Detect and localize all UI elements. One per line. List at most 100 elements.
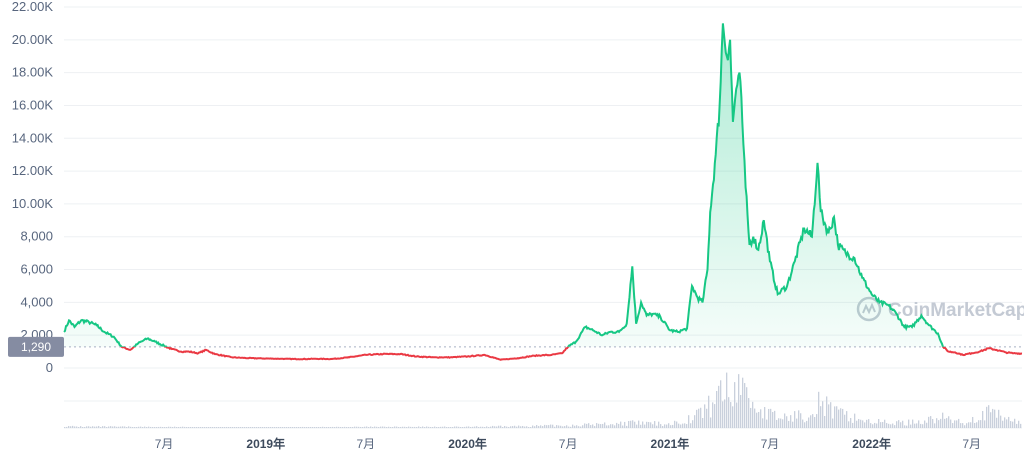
volume-bar xyxy=(308,427,310,428)
watermark-text: CoinMarketCap xyxy=(888,300,1024,321)
volume-bar xyxy=(374,426,376,428)
volume-bar xyxy=(346,427,348,428)
volume-bar xyxy=(808,417,810,428)
volume-bar xyxy=(522,425,524,428)
volume-bar xyxy=(514,425,516,428)
volume-bar xyxy=(506,426,508,428)
volume-bar xyxy=(370,426,372,428)
volume-bar xyxy=(792,421,794,428)
volume-bar xyxy=(996,417,998,428)
volume-bar xyxy=(268,427,270,428)
volume-bar xyxy=(80,426,82,428)
price-line-down xyxy=(120,346,1023,361)
volume-bar xyxy=(236,427,238,428)
volume-bar xyxy=(94,426,96,428)
volume-bar xyxy=(274,427,276,428)
volume-bar xyxy=(250,427,252,428)
volume-bar xyxy=(750,407,752,428)
volume-bar xyxy=(206,427,208,428)
volume-bar xyxy=(456,426,458,428)
volume-bar xyxy=(832,418,834,428)
y-tick-label: 0 xyxy=(46,360,53,375)
volume-bar xyxy=(1012,421,1014,428)
volume-bar xyxy=(392,427,394,428)
volume-bar xyxy=(328,427,330,428)
volume-bar xyxy=(82,427,84,428)
volume-bar xyxy=(290,427,292,428)
volume-bar xyxy=(940,418,942,428)
volume-bar xyxy=(174,426,176,428)
volume-bar xyxy=(472,426,474,428)
volume-bar xyxy=(874,422,876,428)
volume-bar xyxy=(802,419,804,428)
volume-bar xyxy=(484,427,486,428)
volume-bar xyxy=(578,426,580,428)
volume-bar xyxy=(126,427,128,428)
volume-bar xyxy=(254,427,256,428)
y-tick-label: 20.00K xyxy=(12,32,54,47)
volume-bar xyxy=(418,426,420,428)
volume-bar xyxy=(568,426,570,428)
volume-bar xyxy=(856,420,858,428)
volume-bar xyxy=(476,426,478,428)
volume-bar xyxy=(92,426,94,428)
volume-bar xyxy=(422,426,424,428)
volume-bar xyxy=(464,426,466,428)
y-tick-label: 8,000 xyxy=(20,229,53,244)
volume-bar xyxy=(186,427,188,428)
volume-bar xyxy=(410,426,412,428)
volume-bar xyxy=(224,427,226,428)
volume-bar xyxy=(826,396,828,428)
volume-bar xyxy=(350,427,352,428)
y-tick-label: 22.00K xyxy=(12,0,54,14)
x-tick-label: 7月 xyxy=(356,437,375,451)
volume-bar xyxy=(806,420,808,428)
volume-bar xyxy=(640,424,642,428)
volume-bar xyxy=(794,411,796,428)
volume-bar xyxy=(678,423,680,428)
x-tick-label: 7月 xyxy=(155,437,174,451)
volume-bar xyxy=(396,426,398,428)
volume-bar xyxy=(736,402,738,428)
volume-bar xyxy=(646,421,648,428)
volume-bar xyxy=(196,427,198,428)
volume-bar xyxy=(480,426,482,428)
volume-bar xyxy=(272,427,274,428)
volume-bar xyxy=(650,422,652,428)
volume-bar xyxy=(1008,416,1010,428)
volume-bar xyxy=(320,427,322,428)
volume-bar xyxy=(118,426,120,428)
volume-bar xyxy=(234,427,236,428)
volume-bar xyxy=(1006,419,1008,428)
volume-bar xyxy=(628,420,630,428)
volume-bar xyxy=(430,427,432,428)
volume-bar xyxy=(626,425,628,428)
volume-bar xyxy=(398,427,400,428)
volume-bar xyxy=(498,425,500,428)
volume-bar xyxy=(246,427,248,428)
volume-bar xyxy=(834,406,836,428)
volume-bar xyxy=(356,426,358,428)
volume-bar xyxy=(140,426,142,428)
volume-bar xyxy=(138,426,140,428)
volume-bar xyxy=(688,415,690,428)
volume-bar xyxy=(298,427,300,428)
volume-bar xyxy=(896,421,898,428)
volume-bar xyxy=(1018,420,1020,428)
volume-bar xyxy=(682,423,684,428)
volume-bar xyxy=(386,427,388,428)
volume-bar xyxy=(748,398,750,428)
volume-bar xyxy=(72,425,74,428)
volume-bar xyxy=(816,414,818,428)
volume-bar xyxy=(780,418,782,428)
volume-bar xyxy=(542,426,544,428)
volume-bar xyxy=(220,427,222,428)
volume-bar xyxy=(222,427,224,428)
volume-bar xyxy=(766,419,768,428)
x-tick-label: 7月 xyxy=(559,437,578,451)
volume-bar xyxy=(928,416,930,428)
volume-bar xyxy=(486,426,488,428)
volume-bar xyxy=(84,426,86,428)
volume-bar xyxy=(260,427,262,428)
volume-bar xyxy=(76,426,78,428)
